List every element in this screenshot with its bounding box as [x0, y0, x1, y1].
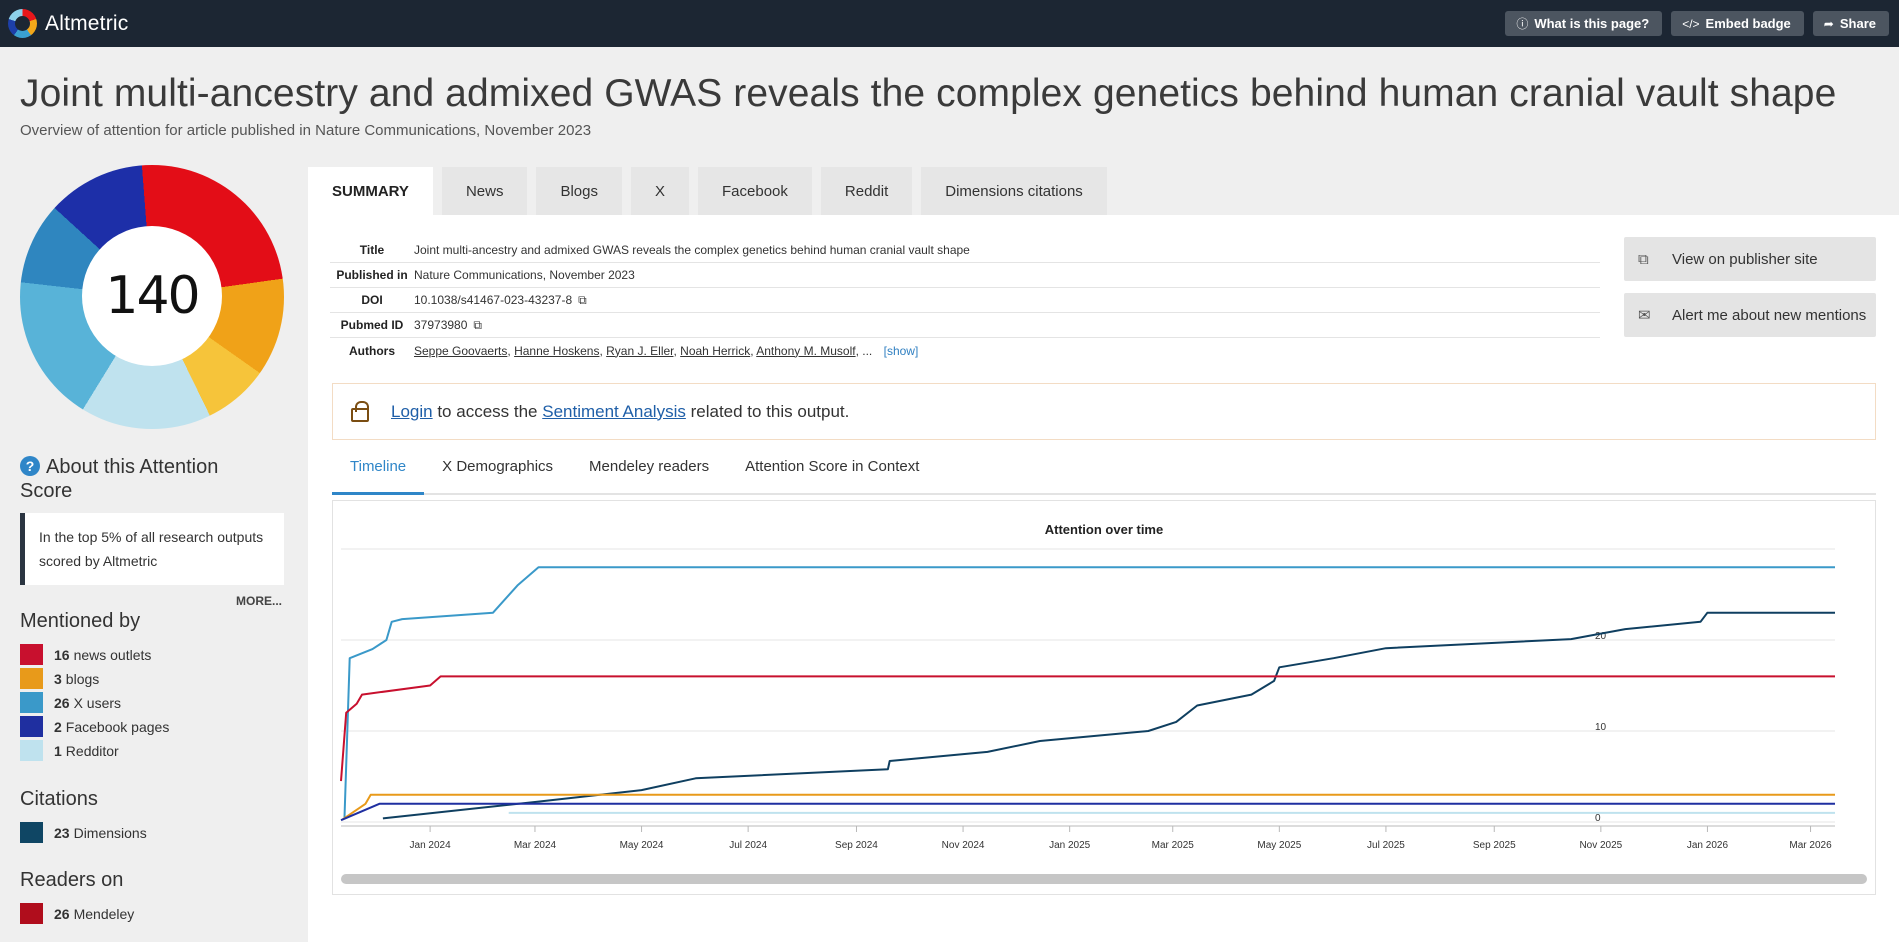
facebook-swatch	[20, 716, 43, 737]
series-line-3	[342, 793, 1835, 821]
more-link[interactable]: MORE...	[236, 594, 283, 608]
login-link[interactable]: Login	[391, 401, 433, 421]
subtab-x-demographics[interactable]: X Demographics	[442, 458, 554, 475]
dimensions-swatch	[20, 822, 43, 843]
authors-ellipsis: ...	[862, 343, 873, 358]
chart-subtabs: Timeline X Demographics Mendeley readers…	[332, 451, 1876, 495]
author-link[interactable]: Seppe Goovaerts	[414, 343, 508, 358]
score-rank-note: In the top 5% of all research outputs sc…	[20, 513, 284, 585]
article-metadata-table: Title Joint multi-ancestry and admixed G…	[330, 238, 1600, 363]
series-line-2	[340, 675, 1835, 782]
lock-icon	[351, 400, 369, 422]
meta-row-pubmed: Pubmed ID 37973980 ⧉	[330, 313, 1600, 338]
source-tabs: SUMMARY News Blogs X Facebook Reddit Dim…	[308, 167, 1107, 215]
pubmed-link[interactable]: 37973980	[414, 317, 468, 332]
mendeley-swatch	[20, 903, 43, 924]
author-link[interactable]: Ryan J. Eller	[606, 343, 674, 358]
x-swatch	[20, 692, 43, 713]
share-button[interactable]: ➦ Share	[1812, 11, 1889, 36]
x-tick-label: Nov 2025	[1579, 840, 1622, 851]
x-tick-label: Sep 2025	[1473, 840, 1516, 851]
x-tick-label: Mar 2026	[1789, 840, 1832, 851]
tab-reddit[interactable]: Reddit	[820, 167, 913, 215]
meta-row-published: Published in Nature Communications, Nove…	[330, 263, 1600, 288]
sentiment-login-prompt: Login to access the Sentiment Analysis r…	[332, 383, 1876, 440]
top-navigation-bar: Altmetric ⓘ What is this page? </> Embed…	[0, 0, 1899, 47]
page-title: Joint multi-ancestry and admixed GWAS re…	[20, 72, 1837, 115]
external-link-icon: ⧉	[1638, 250, 1649, 268]
altmetric-logo-icon	[8, 9, 37, 38]
embed-badge-button[interactable]: </> Embed badge	[1671, 11, 1804, 36]
tab-x[interactable]: X	[631, 167, 690, 215]
attention-over-time-chart: Attention over time 0 10 20 Jan 2024 Mar 2024…	[332, 500, 1876, 895]
series-line-0	[343, 566, 1835, 818]
tab-blogs[interactable]: Blogs	[536, 167, 622, 215]
x-tick-label: Jan 2025	[1049, 840, 1091, 851]
x-tick-label: Nov 2024	[942, 840, 985, 851]
share-icon: ➦	[1823, 16, 1834, 31]
x-tick-label: Jul 2025	[1367, 840, 1405, 851]
citations-heading: Citations	[20, 788, 98, 810]
chart-horizontal-scrollbar[interactable]	[341, 874, 1867, 884]
y-tick-label: 10	[1595, 722, 1607, 733]
x-tick-label: Jan 2026	[1687, 840, 1729, 851]
x-tick-label: Mar 2024	[514, 840, 557, 851]
tab-news[interactable]: News	[441, 167, 528, 215]
mention-news-outlets[interactable]: 16 news outlets	[20, 644, 151, 665]
author-link[interactable]: Hanne Hoskens	[514, 343, 600, 358]
mention-facebook-pages[interactable]: 2 Facebook pages	[20, 716, 169, 737]
external-link-icon[interactable]: ⧉	[473, 317, 482, 332]
x-tick-label: May 2024	[620, 840, 664, 851]
y-tick-label: 20	[1595, 631, 1607, 642]
view-on-publisher-site-button[interactable]: ⧉ View on publisher site	[1624, 237, 1876, 281]
y-tick-label: 0	[1595, 813, 1601, 824]
attention-score-value: 140	[105, 266, 200, 326]
meta-row-title: Title Joint multi-ancestry and admixed G…	[330, 238, 1600, 263]
mention-blogs[interactable]: 3 blogs	[20, 668, 99, 689]
subtab-attention-score-context[interactable]: Attention Score in Context	[745, 458, 920, 475]
x-tick-label: Jul 2024	[729, 840, 767, 851]
code-icon: </>	[1682, 16, 1700, 31]
mention-redditor[interactable]: 1 Redditor	[20, 740, 119, 761]
reddit-swatch	[20, 740, 43, 761]
series-line-4	[340, 802, 1835, 822]
sentiment-analysis-link[interactable]: Sentiment Analysis	[542, 401, 686, 421]
tab-dimensions-citations[interactable]: Dimensions citations	[921, 167, 1107, 215]
attention-score-center: 140	[82, 226, 222, 366]
mention-x-users[interactable]: 26 X users	[20, 692, 121, 713]
doi-link[interactable]: 10.1038/s41467-023-43237-8	[414, 292, 573, 307]
x-tick-label: May 2025	[1257, 840, 1301, 851]
app-name: Altmetric	[45, 11, 129, 35]
subtab-mendeley-readers[interactable]: Mendeley readers	[589, 458, 710, 475]
envelope-icon: ✉	[1638, 307, 1651, 324]
readers-mendeley[interactable]: 26 Mendeley	[20, 903, 134, 924]
altmetric-logo[interactable]: Altmetric	[8, 9, 128, 38]
citation-dimensions[interactable]: 23 Dimensions	[20, 822, 147, 843]
show-authors-link[interactable]: [show]	[883, 343, 919, 358]
tab-summary[interactable]: SUMMARY	[308, 167, 433, 215]
attention-chart-svg: Attention over time 0 10 20 Jan 2024 Mar 2024…	[340, 522, 1835, 851]
meta-row-authors: Authors Seppe Goovaerts, Hanne Hoskens, …	[349, 343, 919, 358]
mentioned-by-heading: Mentioned by	[20, 610, 141, 632]
external-link-icon[interactable]: ⧉	[578, 292, 587, 307]
author-link[interactable]: Noah Herrick	[680, 343, 751, 358]
author-link[interactable]: Anthony M. Musolf	[756, 343, 856, 358]
meta-row-doi: DOI 10.1038/s41467-023-43237-8 ⧉	[330, 288, 1600, 313]
question-circle-icon: ⓘ	[1516, 17, 1529, 31]
chart-title: Attention over time	[1045, 522, 1163, 537]
x-tick-label: Sep 2024	[835, 840, 878, 851]
question-icon: ?	[20, 456, 40, 476]
blogs-swatch	[20, 668, 43, 689]
news-swatch	[20, 644, 43, 665]
page-subtitle: Overview of attention for article publis…	[20, 122, 592, 139]
about-attention-score-heading[interactable]: ? About this Attention Score	[20, 456, 219, 502]
series-line-1	[382, 611, 1835, 820]
subtab-timeline[interactable]: Timeline	[332, 451, 425, 495]
tab-facebook[interactable]: Facebook	[698, 167, 812, 215]
readers-heading: Readers on	[20, 869, 124, 891]
what-is-this-page-button[interactable]: ⓘ What is this page?	[1505, 11, 1663, 36]
x-tick-label: Mar 2025	[1152, 840, 1195, 851]
alert-new-mentions-button[interactable]: ✉ Alert me about new mentions	[1624, 293, 1876, 337]
x-tick-label: Jan 2024	[410, 840, 452, 851]
